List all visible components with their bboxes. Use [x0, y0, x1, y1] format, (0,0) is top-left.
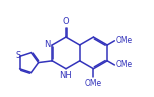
- Text: OMe: OMe: [115, 61, 132, 69]
- Text: S: S: [16, 51, 21, 60]
- Text: NH: NH: [60, 71, 72, 80]
- Text: N: N: [44, 40, 51, 49]
- Text: OMe: OMe: [85, 79, 102, 88]
- Text: OMe: OMe: [115, 36, 132, 45]
- Text: O: O: [63, 17, 69, 26]
